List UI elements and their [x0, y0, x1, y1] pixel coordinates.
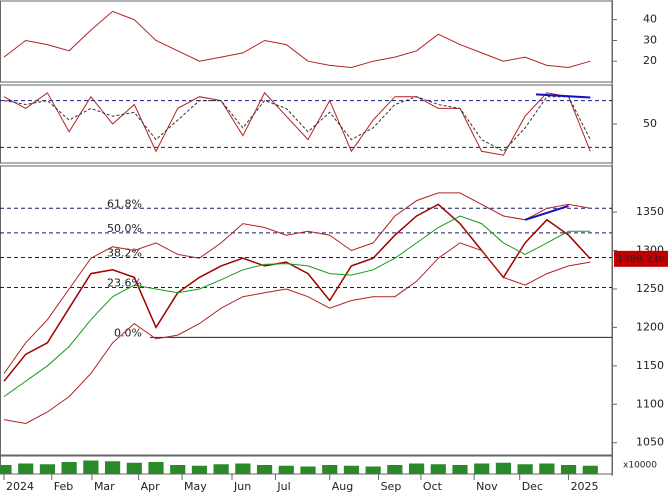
price-tag [614, 250, 668, 267]
volume-bar [300, 466, 316, 474]
x-tick-label: Apr [141, 480, 161, 493]
x-tick-label: Aug [332, 480, 353, 493]
y-tick-label: 1250 [636, 282, 664, 295]
y-tick-label: 1050 [636, 436, 664, 449]
volume-bar [18, 463, 34, 474]
series-line [3, 242, 591, 425]
volume-bar [387, 465, 403, 474]
volume-bar [148, 462, 164, 474]
y-tick-label: 20 [643, 54, 657, 67]
volume-bar [170, 465, 186, 474]
volume-bar [83, 460, 99, 474]
x-tick-label: Jun [233, 480, 251, 493]
volume-bar [126, 462, 142, 474]
trend-line [535, 93, 591, 99]
volume-bar [495, 462, 512, 474]
y-tick-label: 40 [643, 13, 657, 26]
volume-bar [39, 464, 56, 474]
panel [0, 0, 613, 83]
y-tick-label: 1100 [636, 397, 664, 410]
panel [0, 165, 613, 456]
volume-bar [430, 464, 446, 474]
y-tick-label: 30 [643, 33, 657, 46]
x-tick-label: Jul [276, 480, 290, 493]
x-tick-label: Feb [54, 480, 73, 493]
y-tick-label: 1350 [636, 205, 664, 218]
x-tick-label: 2025 [571, 480, 599, 493]
volume-bar [104, 461, 121, 474]
x-tick-label: Dec [522, 480, 543, 493]
volume-bar [278, 465, 294, 474]
volume-bar [322, 465, 338, 474]
series-line [3, 96, 591, 152]
series-line [3, 91, 591, 156]
x-tick-label: Oct [423, 480, 443, 493]
fib-label: 38.2% [107, 246, 142, 259]
fib-label: 61.8% [107, 197, 142, 210]
unit-label: x10000 [623, 461, 657, 471]
fib-label: 0.0% [114, 326, 142, 339]
x-tick-label: Sep [381, 480, 402, 493]
volume-bar [539, 463, 555, 474]
y-tick-label: 1150 [636, 359, 664, 372]
series-line [3, 215, 591, 398]
volume-bar [61, 462, 77, 474]
x-tick-label: Mar [94, 480, 115, 493]
volume-bar [474, 463, 490, 474]
x-tick-label: May [184, 480, 207, 493]
volume-bar [452, 465, 468, 474]
x-tick-label: 2024 [6, 480, 34, 493]
x-tick-label: Nov [476, 480, 498, 493]
volume-bar [517, 464, 533, 474]
trend-line [524, 205, 569, 221]
volume-bar [235, 463, 251, 474]
volume-bar [0, 465, 12, 474]
series-line [3, 192, 591, 374]
volume-bar [343, 465, 360, 474]
volume-bar [191, 465, 208, 474]
price-tag-label: 1289.230 [617, 254, 665, 265]
y-tick-label: 1200 [636, 320, 664, 333]
series-line [3, 10, 591, 69]
y-tick-label: 50 [643, 117, 657, 130]
volume-bar [560, 465, 577, 474]
fib-label: 50.0% [107, 222, 142, 235]
volume-bar [213, 464, 229, 474]
volume-bar [256, 465, 273, 474]
volume-bar [408, 463, 425, 474]
volume-bar [365, 466, 381, 474]
volume-bar [582, 465, 598, 474]
